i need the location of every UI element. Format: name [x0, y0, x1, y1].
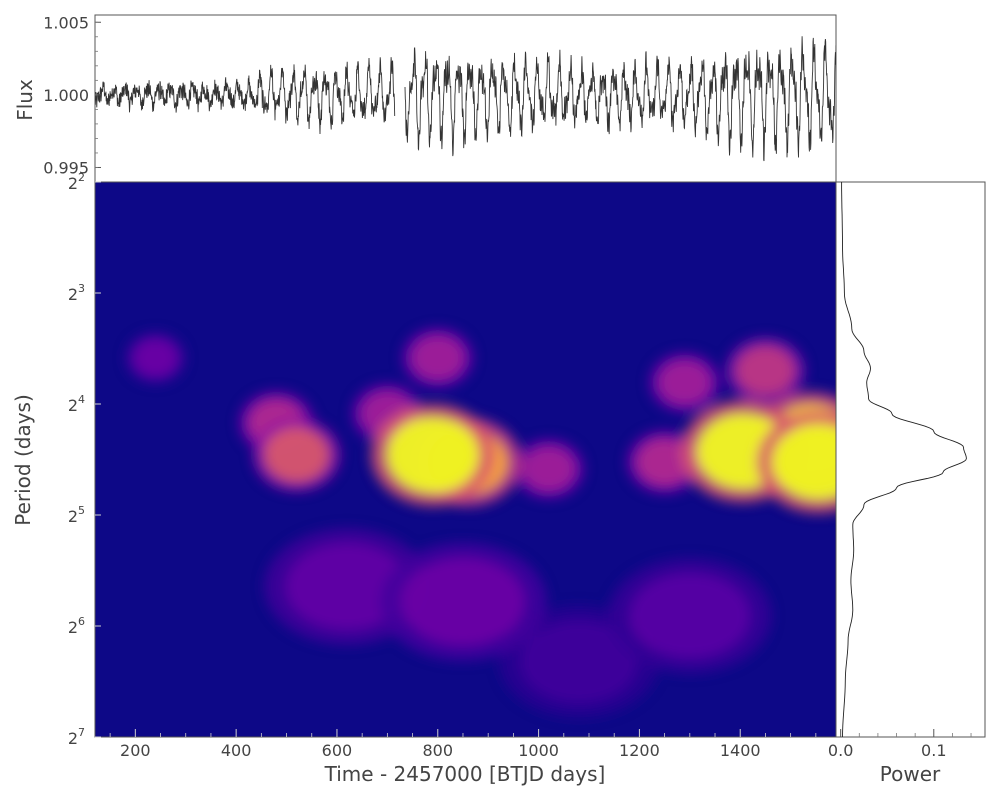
- period-y-tick-label: 23: [68, 282, 85, 304]
- global-power-line: [841, 182, 967, 737]
- power-axis-label: Power: [880, 762, 941, 786]
- power-x-ticks: 0.0 0.1: [828, 729, 972, 760]
- wavelet-power-peak: [522, 446, 576, 492]
- time-axis-label: Time - 2457000 [BTJD days]: [324, 762, 606, 786]
- time-x-tick-label: 1400: [720, 741, 761, 760]
- wavelet-power-peak: [285, 543, 409, 630]
- period-y-tick-label: 25: [68, 504, 85, 526]
- global-power-frame: [835, 181, 986, 738]
- wavelet-power-peak: [735, 345, 795, 396]
- flux-y-tick-label: 0.995: [43, 158, 89, 177]
- flux-y-ticks: 0.995 1.000 1.005: [43, 13, 101, 177]
- time-x-tick-label: 1000: [518, 741, 559, 760]
- wavelet-power-peak: [772, 424, 836, 501]
- light-curve-panel: 0.995 1.000 1.005 Flux: [13, 13, 837, 183]
- wavelet-power-peak: [636, 438, 693, 486]
- time-x-tick-label: 800: [423, 741, 454, 760]
- wavelet-power-peak: [629, 573, 751, 659]
- flux-axis-label: Flux: [13, 79, 37, 121]
- light-curve-line: [95, 36, 836, 162]
- period-y-ticks: 22 23 24 25 26 27: [68, 171, 101, 748]
- wavelet-power-peak: [386, 416, 479, 493]
- wavelet-panel: 200 400 600 800 1000 1200 1400 22 23 24 25 26 27 Ti…: [11, 171, 837, 786]
- wavelet-power-peak: [400, 557, 525, 646]
- period-y-tick-label: 22: [68, 171, 85, 193]
- wavelet-power-peak: [264, 427, 330, 483]
- power-x-tick-label: 0.1: [921, 741, 946, 760]
- period-axis-label: Period (days): [11, 394, 35, 526]
- time-x-tick-label: 600: [322, 741, 353, 760]
- wavelet-power-peak: [658, 360, 712, 406]
- global-power-line-group: [841, 182, 967, 737]
- wavelet-power-peak: [411, 335, 465, 381]
- wavelet-power-peak: [133, 339, 178, 377]
- global-power-panel: 0.0 0.1 Power: [828, 181, 986, 786]
- wavelet-power-peak: [519, 620, 638, 704]
- wavelet-heatmap: [125, 327, 836, 718]
- time-x-ticks: 200 400 600 800 1000 1200 1400: [109, 729, 817, 760]
- period-y-tick-label: 27: [68, 726, 85, 748]
- time-x-tick-label: 200: [120, 741, 151, 760]
- time-x-tick-label: 400: [221, 741, 252, 760]
- power-x-tick-label: 0.0: [828, 741, 853, 760]
- light-curve-line-group: [95, 36, 836, 162]
- flux-y-tick-label: 1.000: [43, 86, 89, 105]
- time-x-tick-label: 1200: [619, 741, 660, 760]
- flux-y-tick-label: 1.005: [43, 13, 89, 32]
- period-y-tick-label: 26: [68, 615, 85, 637]
- period-y-tick-label: 24: [68, 393, 85, 415]
